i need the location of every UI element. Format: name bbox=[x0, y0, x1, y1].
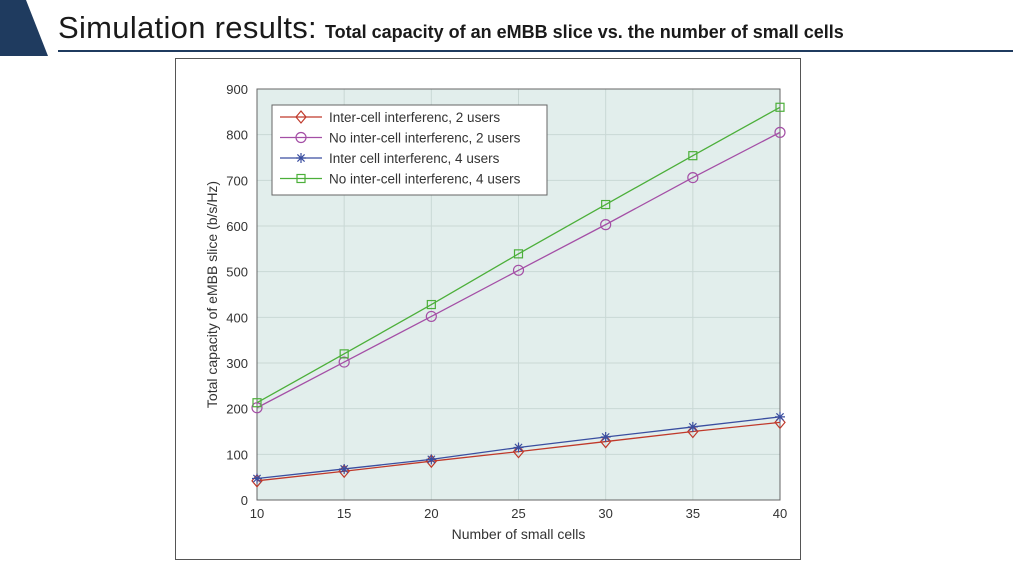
x-axis-label: Number of small cells bbox=[452, 526, 586, 542]
data-point-series-2 bbox=[251, 402, 263, 414]
title-underline bbox=[58, 50, 1013, 52]
x-tick-label: 10 bbox=[250, 506, 264, 521]
chart-frame: 0 100 200 300 400 500 600 700 800 900 10 15 20 25 30 35… bbox=[175, 58, 801, 560]
data-point-series-4 bbox=[513, 249, 524, 259]
corner-logo-shape bbox=[0, 0, 48, 56]
data-point-series-2 bbox=[425, 310, 437, 323]
legend-marker bbox=[296, 153, 306, 163]
data-point-series-3 bbox=[687, 421, 698, 432]
data-point-series-2 bbox=[512, 264, 525, 276]
y-tick-label: 900 bbox=[226, 82, 248, 97]
y-tick-label: 600 bbox=[226, 219, 248, 234]
data-point-series-3 bbox=[775, 411, 785, 422]
legend-label: No inter-cell interferenc, 2 users bbox=[329, 131, 521, 146]
data-point-series-1 bbox=[512, 444, 525, 459]
y-tick-label: 100 bbox=[226, 447, 248, 462]
y-tick-label: 500 bbox=[226, 265, 248, 280]
y-tick-label: 400 bbox=[226, 310, 248, 325]
legend-label: Inter cell interferenc, 4 users bbox=[329, 151, 500, 166]
slide-title: Simulation results: Total capacity of an … bbox=[58, 10, 844, 46]
legend-box bbox=[271, 104, 548, 196]
y-tick-label: 800 bbox=[226, 128, 248, 143]
data-point-series-3 bbox=[513, 442, 524, 453]
legend-label: Inter-cell interferenc, 2 users bbox=[329, 110, 500, 125]
data-point-series-4 bbox=[775, 102, 785, 112]
data-point-series-3 bbox=[252, 473, 262, 484]
x-tick-label: 35 bbox=[686, 506, 700, 521]
data-point-series-3 bbox=[426, 454, 437, 465]
y-tick-label: 300 bbox=[226, 356, 248, 371]
y-tick-label: 200 bbox=[226, 402, 248, 417]
x-tick-label: 20 bbox=[424, 506, 438, 521]
slide-title-subtitle: Total capacity of an eMBB slice vs. the … bbox=[324, 22, 844, 42]
data-point-series-4 bbox=[426, 299, 436, 310]
data-point-series-3 bbox=[600, 431, 611, 442]
data-point-series-4 bbox=[252, 398, 262, 408]
y-axis-label: Total capacity of eMBB slice (b/s/Hz) bbox=[204, 181, 220, 408]
data-point-series-2 bbox=[774, 126, 786, 138]
plot-border bbox=[256, 88, 781, 501]
capacity-chart: 0 100 200 300 400 500 600 700 800 900 10 15 20 25 30 35… bbox=[204, 82, 787, 542]
data-point-series-3 bbox=[339, 463, 350, 474]
legend-marker bbox=[296, 173, 306, 184]
series-line-4 bbox=[256, 106, 781, 404]
x-tick-label: 15 bbox=[337, 506, 351, 521]
x-tick-label: 40 bbox=[773, 506, 787, 521]
data-point-series-2 bbox=[687, 171, 699, 184]
series-line-2 bbox=[256, 131, 781, 409]
legend-marker bbox=[295, 110, 307, 124]
data-point-series-4 bbox=[339, 349, 349, 359]
legend-label: No inter-cell interferenc, 4 users bbox=[329, 172, 521, 187]
x-tick-label: 30 bbox=[598, 506, 612, 521]
y-tick-label: 700 bbox=[226, 173, 248, 188]
x-tick-label: 25 bbox=[511, 506, 525, 521]
data-point-series-4 bbox=[601, 199, 611, 210]
legend-marker bbox=[295, 131, 307, 144]
data-point-series-2 bbox=[600, 219, 612, 231]
y-tick-label: 0 bbox=[241, 493, 248, 508]
data-point-series-4 bbox=[688, 151, 698, 161]
slide-title-main: Simulation results: bbox=[58, 10, 317, 45]
data-point-series-2 bbox=[338, 356, 350, 368]
